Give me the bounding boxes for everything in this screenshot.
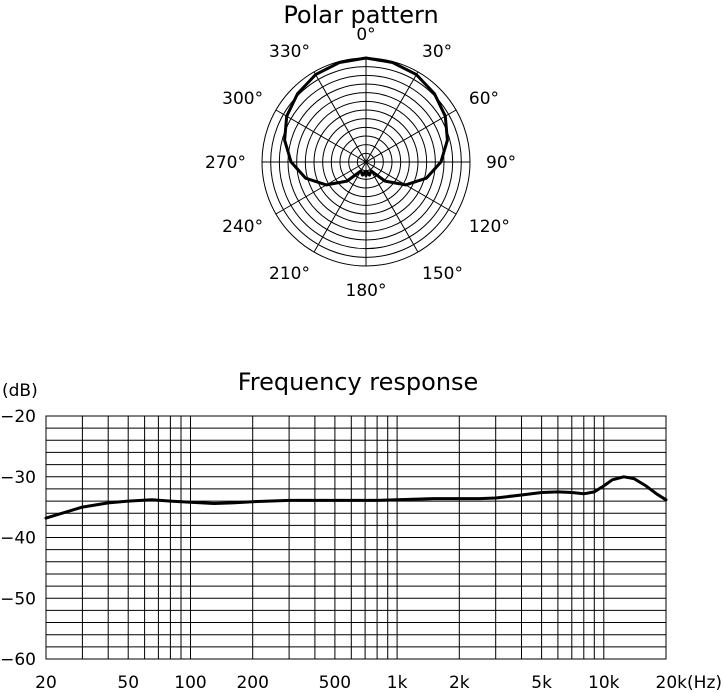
- polar-spoke: [365, 109, 457, 163]
- x-tick-label: 20: [35, 673, 57, 693]
- polar-title: Polar pattern: [283, 1, 438, 29]
- x-tick-label: 1k: [387, 673, 408, 693]
- y-tick-label: −30: [0, 468, 36, 488]
- frequency-grid: [45, 415, 667, 660]
- y-tick-label: −40: [0, 529, 36, 549]
- x-tick-label: 50: [117, 673, 139, 693]
- polar-spoke: [313, 161, 367, 253]
- y-tick-labels: −20 −30 −40 −50 −60: [0, 407, 36, 670]
- polar-angle-label: 120°: [469, 217, 510, 237]
- polar-angle-label: 330°: [269, 42, 310, 62]
- y-tick-label: −50: [0, 589, 36, 609]
- polar-angle-label: 150°: [422, 264, 463, 284]
- polar-angle-label: 30°: [422, 42, 452, 62]
- polar-pattern-curve: [283, 56, 449, 187]
- x-tick-label: 100: [174, 673, 206, 693]
- polar-angle-labels: 0° 30° 60° 90° 120° 150° 180° 210° 240° 270° 300° 3…: [205, 25, 516, 301]
- x-tick-label: 2k: [449, 673, 470, 693]
- polar-angle-label: 270°: [205, 153, 246, 173]
- polar-angle-label: 240°: [222, 217, 263, 237]
- polar-grid: [261, 57, 471, 267]
- polar-chart: Polar pattern 0° 30° 60° 90° 120° 150° 180° 210…: [205, 1, 516, 301]
- x-tick-label: 5k: [531, 673, 552, 693]
- polar-angle-label: 300°: [222, 89, 263, 109]
- y-axis-unit-label: (dB): [2, 381, 38, 401]
- frequency-chart: Frequency response (dB) −20−30−40−50−60 …: [0, 368, 722, 693]
- polar-spoke: [275, 161, 367, 215]
- polar-spoke: [365, 161, 457, 215]
- x-tick-label: 20k(Hz): [656, 673, 722, 693]
- y-tick-label: −60: [0, 650, 36, 670]
- polar-spoke: [365, 161, 419, 253]
- frequency-response-curve: [44, 475, 668, 520]
- polar-angle-label: 180°: [346, 281, 387, 301]
- polar-angle-label: 0°: [356, 25, 375, 45]
- x-tick-label: 10k: [588, 673, 620, 693]
- x-tick-labels: 20 50 100 200 500 1k 2k 5k 10k 20k(Hz): [35, 673, 722, 693]
- polar-angle-label: 90°: [486, 153, 516, 173]
- polar-spoke: [275, 109, 367, 163]
- x-tick-label: 200: [236, 673, 268, 693]
- y-tick-label: −20: [0, 407, 36, 427]
- polar-spoke: [313, 71, 367, 163]
- polar-angle-label: 60°: [469, 89, 499, 109]
- polar-angle-label: 210°: [269, 264, 310, 284]
- polar-spoke: [365, 71, 419, 163]
- frequency-title: Frequency response: [238, 368, 479, 396]
- x-tick-label: 500: [319, 673, 351, 693]
